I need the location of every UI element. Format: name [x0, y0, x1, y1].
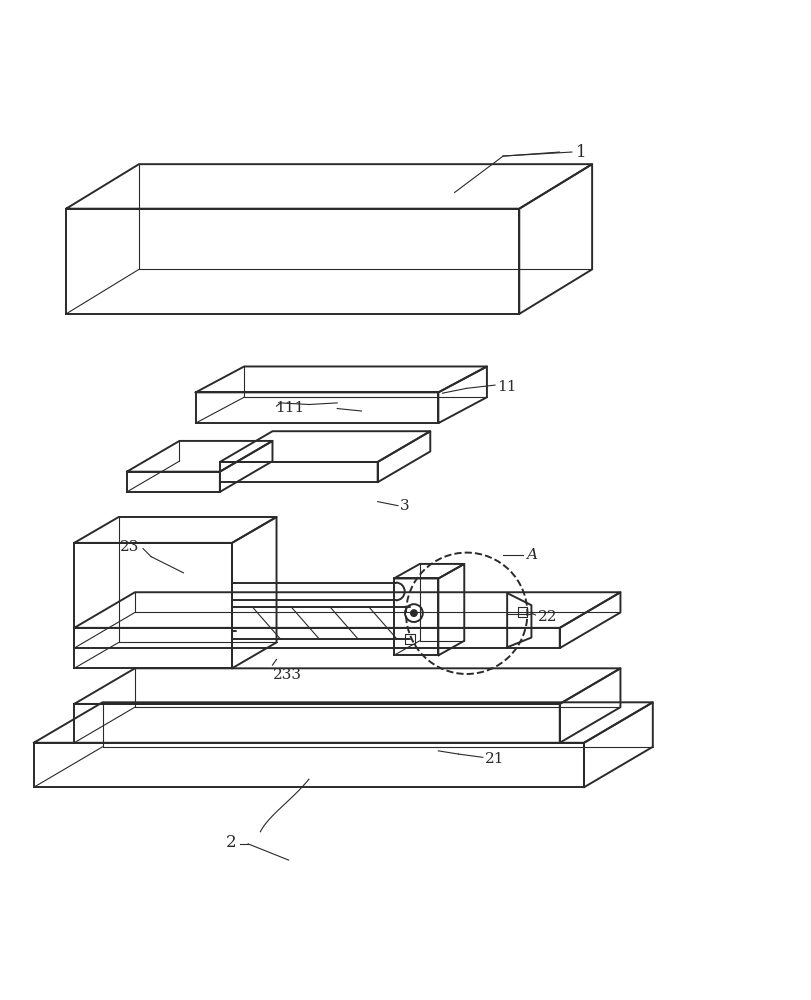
Text: 111: 111 [275, 401, 304, 415]
Text: A: A [525, 548, 536, 562]
Circle shape [410, 610, 417, 616]
Text: 23: 23 [119, 540, 139, 554]
Text: 22: 22 [537, 610, 556, 624]
Text: 3: 3 [399, 499, 409, 513]
Text: 21: 21 [484, 752, 504, 766]
Text: 2: 2 [225, 834, 236, 851]
Text: 11: 11 [496, 380, 516, 394]
Text: 233: 233 [272, 668, 301, 682]
Text: 1: 1 [575, 144, 586, 161]
